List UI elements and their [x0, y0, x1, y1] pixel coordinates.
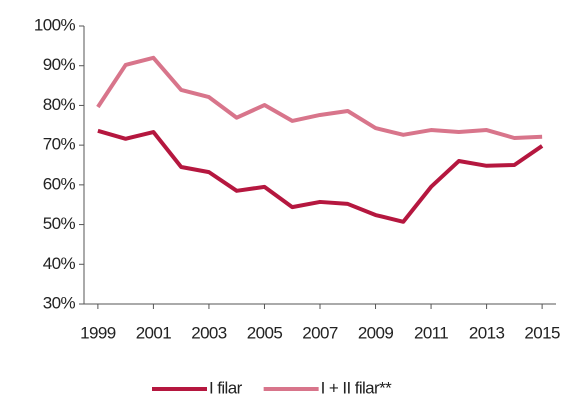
legend-label: I filar — [209, 378, 243, 397]
x-tick-label: 2011 — [414, 323, 448, 342]
y-tick-label: 30% — [43, 293, 76, 312]
y-tick-label: 100% — [34, 15, 76, 34]
y-tick-label: 70% — [43, 135, 76, 154]
x-tick-label: 1999 — [80, 323, 116, 342]
x-tick-label: 2009 — [358, 323, 394, 342]
x-tick-label: 2013 — [469, 323, 505, 342]
x-tick-label: 2005 — [247, 323, 283, 342]
legend-label: I + II filar** — [321, 378, 392, 397]
x-tick-label: 2003 — [191, 323, 227, 342]
series-line — [96, 55, 543, 140]
y-tick-label: 50% — [43, 214, 76, 233]
y-tick-label: 60% — [43, 174, 76, 193]
y-tick-label: 40% — [43, 254, 76, 273]
series-line — [97, 128, 544, 224]
x-tick-label: 2001 — [136, 323, 172, 342]
y-tick-label: 90% — [43, 55, 76, 74]
y-tick-label: 80% — [43, 95, 76, 114]
x-tick-label: 2007 — [302, 323, 338, 342]
x-tick-label: 2015 — [524, 323, 560, 342]
